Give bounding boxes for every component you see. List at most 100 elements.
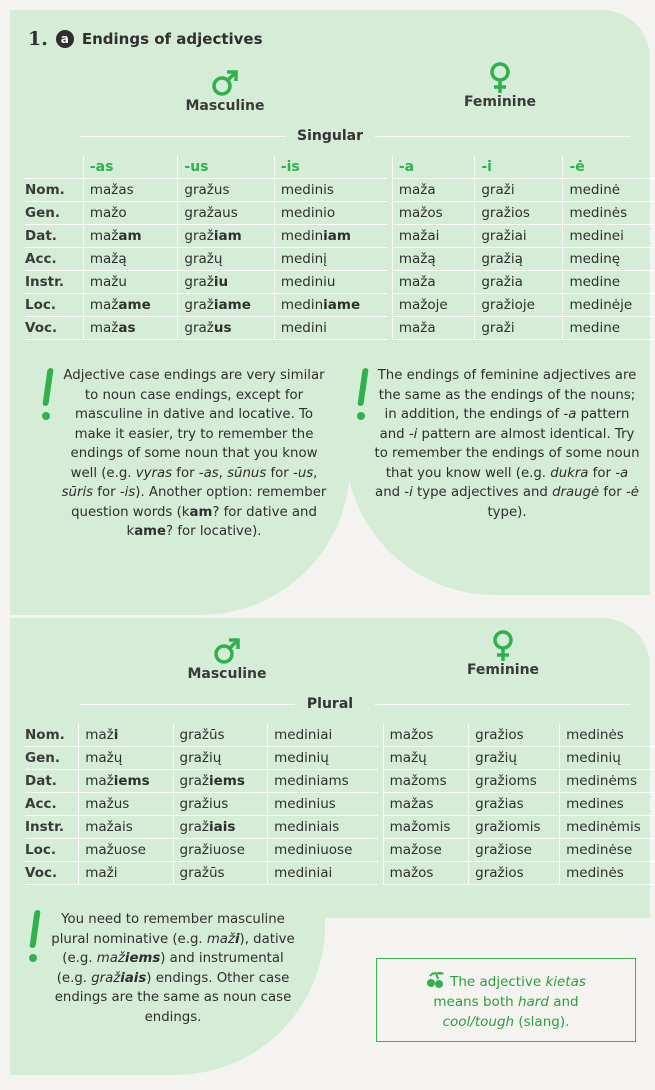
- table-cell: maža: [391, 316, 475, 340]
- table-cell: mažomis: [382, 815, 469, 839]
- table-cell: gražias: [468, 792, 560, 816]
- table-cell: mažos: [382, 861, 469, 885]
- case-label: Gen.: [25, 201, 84, 225]
- table-cell: mažoms: [382, 769, 469, 793]
- table-cell: gražius: [172, 792, 268, 816]
- table-row: Dat. mažiems gražiems mediniams mažoms gražio…: [25, 769, 655, 793]
- tip-box: The adjective kietas means both hard and…: [376, 958, 636, 1042]
- table-cell: mediniam: [273, 224, 387, 248]
- feminine-text: Feminine: [463, 94, 537, 110]
- plural-heading: Plural: [306, 696, 354, 712]
- table-cell: medinių: [267, 746, 378, 770]
- case-label: Dat.: [25, 769, 79, 793]
- singular-heading: Singular: [297, 128, 363, 144]
- table-cell: medine: [562, 270, 655, 294]
- table-cell: gražiuose: [172, 838, 268, 862]
- table-cell: medinės: [559, 861, 655, 885]
- section-number: 1.: [28, 28, 48, 50]
- table-row: Instr. mažais gražiais mediniais mažomis graž…: [25, 815, 655, 839]
- table-cell: mažas: [382, 792, 469, 816]
- feminine-text: Feminine: [466, 662, 540, 678]
- masculine-text: Masculine: [187, 666, 267, 682]
- table-row: Instr. mažu gražiu mediniu maža gražia medine: [25, 270, 655, 294]
- table-cell: gražūs: [172, 724, 268, 747]
- table-cell: mažas: [82, 178, 178, 202]
- table-cell: mažam: [82, 224, 178, 248]
- table-cell: mažo: [82, 201, 178, 225]
- table-cell: mediniu: [273, 270, 387, 294]
- subsection-badge: a: [55, 30, 74, 48]
- note-panel-right: [345, 330, 650, 595]
- table-cell: gražiems: [172, 769, 268, 793]
- plural-table: Nom. maži gražūs mediniai mažos gražios medinė…: [25, 724, 655, 885]
- table-cell: mediniame: [273, 293, 387, 317]
- table-cell: medinėms: [559, 769, 655, 793]
- case-label: Loc.: [25, 293, 84, 317]
- table-cell: gražią: [474, 247, 563, 271]
- table-cell: mažais: [78, 815, 173, 839]
- table-cell: medinėje: [562, 293, 655, 317]
- case-label: Voc.: [25, 316, 84, 340]
- table-cell: medine: [562, 316, 655, 340]
- ending-header: -us: [177, 156, 275, 179]
- table-row: Voc. mažas gražus medini maža graži medine: [25, 316, 655, 340]
- masculine-label-plural: Masculine: [182, 636, 272, 682]
- exclamation-icon: [35, 368, 61, 420]
- section-title: 1. a Endings of adjectives: [28, 28, 263, 50]
- table-cell: mažas: [82, 316, 178, 340]
- table-cell: mažu: [82, 270, 178, 294]
- table-cell: medinių: [559, 746, 655, 770]
- case-label: Voc.: [25, 861, 79, 885]
- case-label: Gen.: [25, 746, 79, 770]
- ending-header: -ė: [562, 156, 655, 179]
- ending-header: -a: [391, 156, 475, 179]
- table-cell: maži: [78, 861, 173, 885]
- table-row: Loc. mažuose gražiuose mediniuose mažose graž…: [25, 838, 655, 862]
- table-cell: medinę: [562, 247, 655, 271]
- table-cell: mažos: [391, 201, 475, 225]
- table-cell: mažą: [82, 247, 178, 271]
- male-symbol-icon: [214, 638, 240, 664]
- header-row: -as -us -is -a -i -ė: [25, 156, 655, 179]
- table-cell: gražaus: [177, 201, 275, 225]
- table-cell: mažos: [382, 724, 469, 747]
- female-symbol-icon: [490, 62, 510, 93]
- exclamation-icon: [22, 910, 48, 962]
- table-cell: mažai: [391, 224, 475, 248]
- case-label: Nom.: [25, 178, 84, 202]
- table-row: Acc. mažą gražų medinį mažą gražią medinę: [25, 247, 655, 271]
- table-cell: medinis: [273, 178, 387, 202]
- table-cell: mediniuose: [267, 838, 378, 862]
- table-cell: mediniai: [267, 724, 378, 747]
- table-cell: mažoje: [391, 293, 475, 317]
- table-cell: gražūs: [172, 861, 268, 885]
- table-cell: gražiomis: [468, 815, 560, 839]
- tip-text: The adjective kietas means both hard and…: [377, 971, 635, 1032]
- table-cell: medinius: [267, 792, 378, 816]
- table-cell: gražios: [468, 724, 560, 747]
- table-cell: gražus: [177, 178, 275, 202]
- table-cell: gražios: [474, 201, 563, 225]
- feminine-label-singular: Feminine: [455, 62, 545, 110]
- table-cell: mažus: [78, 792, 173, 816]
- table-cell: medinio: [273, 201, 387, 225]
- table-cell: medinėse: [559, 838, 655, 862]
- table-cell: gražių: [468, 746, 560, 770]
- table-cell: mediniai: [267, 861, 378, 885]
- table-cell: graži: [474, 178, 563, 202]
- table-cell: mažose: [382, 838, 469, 862]
- table-cell: medinei: [562, 224, 655, 248]
- table-cell: gražiai: [474, 224, 563, 248]
- table-cell: mažą: [391, 247, 475, 271]
- note-bottom: You need to remember masculine plural no…: [51, 912, 295, 1025]
- table-row: Gen. mažų gražių medinių mažų gražių medinių: [25, 746, 655, 770]
- table-cell: gražų: [177, 247, 275, 271]
- feminine-label-plural: Feminine: [458, 630, 548, 678]
- case-label: Instr.: [25, 270, 84, 294]
- ending-header: -i: [474, 156, 563, 179]
- table-row: Nom. maži gražūs mediniai mažos gražios medinė…: [25, 724, 655, 747]
- table-cell: maža: [391, 270, 475, 294]
- table-row: Gen. mažo gražaus medinio mažos gražios medinė…: [25, 201, 655, 225]
- table-row: Loc. mažame gražiame mediniame mažoje gražioj…: [25, 293, 655, 317]
- note-right: The endings of feminine adjectives are t…: [374, 368, 640, 520]
